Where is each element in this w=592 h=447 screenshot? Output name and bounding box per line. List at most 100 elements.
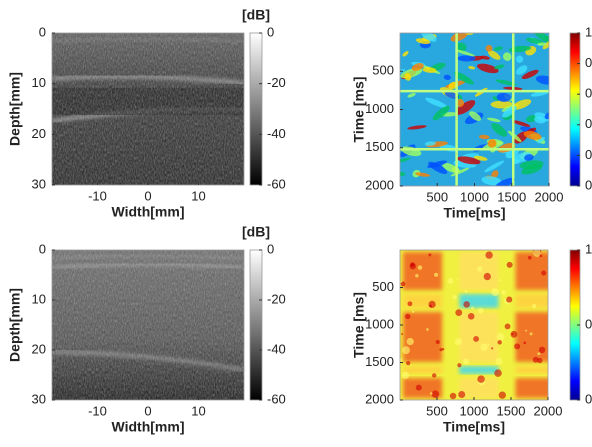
map-dot	[406, 337, 414, 346]
map-dot	[506, 296, 513, 303]
map-blob	[488, 50, 501, 60]
map-blob	[450, 33, 468, 42]
map-dot	[426, 328, 429, 331]
map-dot	[458, 391, 466, 398]
map-block	[459, 312, 499, 362]
map-blob	[537, 42, 547, 46]
y-tick-label: 1500	[365, 354, 394, 369]
map-dot	[405, 313, 411, 320]
colorbar-tick-label: 0.	[585, 116, 592, 131]
colorbar	[249, 249, 263, 401]
y-tick-label: 30	[32, 391, 46, 406]
x-tick-label: 10	[191, 188, 205, 203]
map-blob	[469, 111, 482, 122]
colorbar-tick-label: -60	[267, 391, 286, 406]
map-blob	[457, 55, 476, 62]
map-dot	[525, 329, 528, 332]
map-dot	[495, 357, 503, 365]
x-tick-label: 1000	[460, 403, 489, 418]
x-tick-label: -10	[88, 403, 107, 418]
map-dot	[497, 340, 502, 345]
y-tick-label: 20	[32, 341, 46, 356]
colorbar-tick-label: 1	[585, 241, 592, 256]
panel: -10 0 10 0 10 20 30 Width[mm] Depth[mm] 0 -20 -40 -6…	[7, 224, 286, 435]
map-block	[515, 366, 548, 374]
map-blob	[503, 52, 512, 61]
map-dot	[494, 369, 502, 377]
map-blob	[490, 100, 514, 109]
map-blob	[496, 92, 512, 102]
speckle	[52, 33, 244, 185]
map-dot	[407, 301, 413, 307]
map-blob	[404, 72, 412, 81]
map-blob	[491, 170, 499, 178]
map-block	[459, 366, 499, 374]
map-blob	[481, 176, 502, 186]
y-tick-label: 500	[372, 63, 394, 78]
x-tick-label: 1500	[497, 403, 526, 418]
map-blob	[523, 130, 542, 140]
map-blob	[478, 134, 490, 140]
map-blob	[487, 117, 501, 122]
map-dot	[506, 261, 513, 268]
speckle	[52, 250, 244, 400]
map-blob	[480, 55, 490, 60]
x-tick-label: 2000	[535, 189, 564, 204]
map-dot	[439, 348, 443, 352]
panel: 500 1000 1500 2000 500 1000 1500 2000 Time[ms] Ti…	[351, 241, 592, 434]
y-tick-label: 10	[32, 75, 46, 90]
map-dot	[476, 266, 483, 272]
map-blob	[457, 156, 481, 165]
map-pattern	[400, 250, 548, 400]
map-dot	[532, 304, 537, 309]
map-blob	[443, 74, 451, 81]
map-dot	[431, 373, 437, 378]
map-blob	[485, 44, 493, 52]
y-tick-label: 1000	[365, 316, 394, 331]
y-tick-label: 500	[372, 279, 394, 294]
map-blob	[415, 38, 431, 45]
colorbar	[569, 32, 581, 187]
map-dot	[527, 255, 532, 260]
map-dot	[428, 253, 432, 257]
map-blob	[484, 160, 505, 173]
map-block	[515, 252, 548, 290]
map-dot	[538, 346, 546, 354]
x-tick-label: 0	[144, 403, 151, 418]
map-blob	[428, 161, 448, 175]
map-blob	[456, 42, 467, 52]
y-axis-title: Time [ms]	[351, 292, 367, 358]
colorbar-tick-label: -40	[267, 341, 286, 356]
map-dot	[498, 391, 506, 399]
map-blob	[537, 136, 545, 144]
panel: 500 1000 1500 2000 500 1000 1500 2000 Time[ms] Ti…	[351, 24, 592, 220]
map-blob	[495, 79, 517, 86]
map-dot	[415, 274, 419, 278]
colorbar-tick-label: 0	[267, 24, 274, 39]
map-blob	[407, 92, 416, 98]
map-block	[515, 294, 548, 308]
map-dot	[410, 262, 415, 267]
colorbar-tick-label: 1	[585, 24, 592, 39]
map-blob	[521, 69, 539, 80]
x-tick-label: 10	[191, 403, 205, 418]
x-axis-title: Width[mm]	[112, 204, 185, 220]
colorbar-tick-label: 0	[267, 241, 274, 256]
colorbar-title: [dB]	[242, 224, 270, 240]
map-blob	[432, 105, 450, 121]
map-dot	[514, 343, 521, 350]
map-dot	[541, 270, 547, 276]
x-tick-label: 500	[426, 403, 448, 418]
map-pattern	[400, 33, 549, 186]
map-dot	[532, 356, 539, 363]
colorbar	[249, 32, 263, 186]
map-dot	[496, 333, 505, 341]
map-blob	[544, 35, 549, 42]
map-blob	[425, 97, 448, 108]
map-dot	[401, 371, 410, 379]
map-blob	[402, 51, 409, 57]
map-block	[459, 378, 499, 398]
map-dot	[499, 279, 502, 282]
map-dot	[477, 375, 485, 383]
